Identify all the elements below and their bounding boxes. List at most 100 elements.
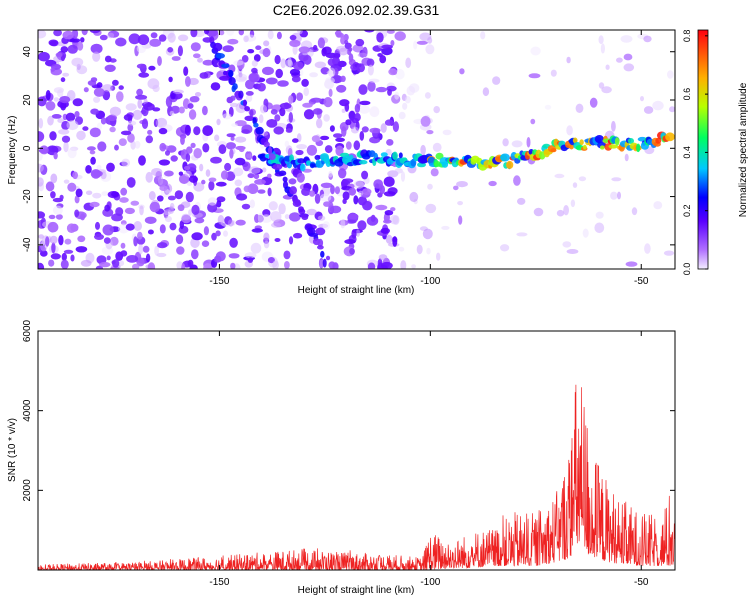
spectrogram-cell — [188, 209, 193, 216]
spectrogram-cell — [329, 205, 342, 214]
spectrogram-cell — [57, 89, 64, 98]
spectrogram-cell — [442, 129, 452, 136]
spectrogram-cell — [48, 214, 56, 220]
spectrogram-cell — [215, 53, 225, 59]
spectrogram-cell — [61, 135, 71, 143]
spectrogram-cell — [358, 190, 364, 196]
spectrogram-cell — [59, 194, 64, 200]
spectrogram-cell — [187, 259, 194, 267]
spectrogram-cell — [38, 262, 45, 269]
spectrogram-cell — [500, 153, 510, 162]
spectrogram-cell — [143, 102, 155, 111]
spectrogram-cell — [383, 219, 392, 224]
spectrogram-cell — [80, 213, 86, 221]
spectrogram-cell — [250, 242, 262, 254]
spectrogram-cell — [48, 259, 55, 267]
spectrogram-cell — [92, 170, 103, 177]
spectrogram-cell — [625, 261, 638, 267]
spectrogram-ytick-label: 20 — [22, 94, 33, 106]
spectrogram-cell — [38, 131, 45, 142]
spectrogram-cell — [655, 137, 662, 144]
spectrogram-cell — [102, 224, 114, 236]
spectrogram-cell — [663, 250, 675, 256]
spectrogram-cell — [643, 35, 652, 43]
spectrogram-cell — [180, 135, 185, 145]
spectrogram-cell — [566, 56, 571, 64]
spectrogram-cell — [390, 40, 395, 47]
spectrogram-cell — [301, 78, 309, 87]
spectrogram-cell — [63, 141, 69, 153]
spectrogram-cell — [342, 198, 347, 204]
spectrogram-cell — [187, 181, 192, 186]
spectrogram-cell — [288, 236, 294, 245]
spectrogram-cell — [594, 135, 605, 144]
spectrogram-cell — [249, 72, 259, 83]
spectrogram-cell — [193, 148, 202, 159]
spectrogram-cell — [323, 114, 330, 122]
spectrogram-cell — [253, 122, 259, 128]
spectrogram-cell — [367, 64, 374, 76]
spectrogram-cell — [539, 151, 546, 160]
spectrogram-cell — [81, 30, 88, 36]
spectrogram-cell — [601, 86, 612, 94]
spectrogram-cell — [263, 141, 270, 148]
spectrogram-cell — [94, 233, 104, 240]
spectrogram-cell — [127, 120, 137, 126]
spectrogram-cell — [292, 138, 299, 143]
spectrogram-cell — [306, 208, 317, 216]
spectrogram-cell — [89, 127, 101, 138]
spectrogram-cell — [480, 31, 486, 40]
spectrogram-cell — [80, 259, 92, 267]
spectrogram-cell — [482, 87, 490, 97]
spectrogram-cell — [288, 212, 301, 222]
spectrogram-cell — [274, 54, 281, 65]
snr-panel: -150 -100 -50 2000 4000 6000 Height of straig… — [7, 319, 676, 596]
spectrogram-cell — [361, 170, 369, 180]
spectrogram-cell — [231, 123, 238, 127]
spectrogram-cell — [118, 138, 127, 147]
spectrogram-cell — [164, 215, 172, 223]
spectrogram-cell — [210, 156, 222, 164]
spectrogram-ytick-label: -40 — [22, 237, 33, 252]
spectrogram-cell — [384, 210, 394, 216]
spectrogram-cell — [39, 145, 49, 155]
spectrogram-cell — [358, 84, 368, 95]
spectrogram-cell — [267, 173, 272, 178]
spectrogram-cell — [284, 214, 290, 220]
snr-ylabel: SNR (10 * v/v) — [7, 418, 18, 482]
spectrogram-cell — [530, 118, 536, 125]
spectrogram-cell — [373, 179, 384, 189]
spectrogram-cell — [627, 138, 635, 144]
snr-xtick-label: -50 — [634, 577, 649, 588]
spectrogram-xtick-label: -50 — [634, 276, 649, 287]
spectrogram-cell — [279, 102, 292, 110]
spectrogram-cell — [572, 182, 578, 188]
spectrogram-cell — [119, 197, 129, 203]
spectrogram-cell — [383, 176, 395, 187]
spectrogram-cell — [427, 183, 433, 190]
spectrogram-cell — [64, 238, 72, 245]
spectrogram-cell — [203, 263, 213, 269]
spectrogram-cell — [61, 252, 67, 261]
spectrogram-cell — [75, 246, 88, 253]
spectrogram-cell — [167, 47, 174, 53]
spectrogram-cell — [222, 113, 232, 120]
spectrogram-cell — [349, 154, 354, 161]
spectrogram-cell — [598, 82, 605, 89]
spectrogram-cell — [83, 87, 89, 93]
spectrogram-cell — [272, 260, 279, 269]
spectrogram-cell — [141, 118, 149, 129]
spectrogram-cell — [265, 77, 278, 85]
spectrogram-cell — [610, 191, 618, 200]
spectrogram-cell — [120, 130, 132, 136]
spectrogram-cell — [199, 163, 204, 172]
spectrogram-cell — [398, 152, 403, 159]
spectrogram-cell — [342, 191, 350, 201]
spectrogram-cell — [406, 85, 415, 96]
spectrogram-xtick-label: -100 — [420, 276, 440, 287]
spectrogram-cell — [228, 70, 234, 78]
spectrogram-cell — [216, 200, 222, 208]
spectrogram-cell — [50, 191, 56, 199]
spectrogram-cell — [89, 30, 101, 34]
